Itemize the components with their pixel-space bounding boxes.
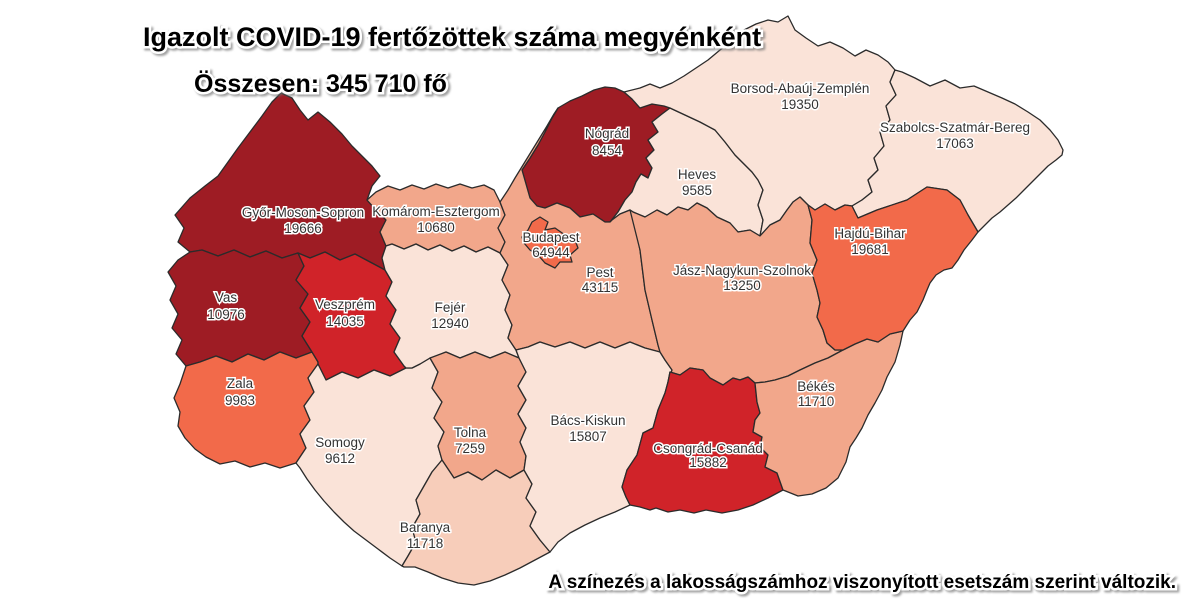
county-name: Zala [227,376,254,391]
county-name: Csongrád-Csanád [653,441,763,456]
county-value: 14035 [326,314,364,329]
county-name: Baranya [400,520,451,535]
county-name: Heves [678,167,717,182]
county-value: 17063 [936,136,974,151]
county-label-baranya: Baranya 11718 [398,519,452,553]
county-value: 10680 [417,220,455,235]
county-value: 15882 [689,455,727,470]
county-label-budapest: Budapest 64944 [521,229,581,262]
county-value: 19350 [781,97,819,112]
county-shape-csongrad-csanad [621,367,784,514]
county-value: 9983 [225,393,255,408]
county-value: 11718 [407,536,444,551]
county-value: 7259 [455,441,485,456]
county-label-gyor-moson-sopron: Győr-Moson-Sopron 19666 [240,204,365,238]
county-label-pest: Pest 43115 [580,264,620,297]
county-value: 13250 [723,278,761,293]
county-shape-szabolcs-szatmar-bereg [851,69,1064,233]
county-label-bekes: Békés 11710 [796,378,837,411]
county-shape-budapest [521,216,579,269]
county-value: 8454 [592,143,623,158]
county-name: Hajdú-Bihar [834,226,906,241]
county-shape-hajdu-bihar [807,186,979,351]
county-name: Fejér [435,300,466,315]
map-footnote: A színezés a lakosságszámhoz viszonyítot… [548,572,1176,593]
county-label-borsod-abauj-zemplen: Borsod-Abaúj-Zemplén 19350 [729,80,871,114]
county-shape-baranya [401,459,551,586]
county-name: Veszprém [315,297,375,312]
county-label-heves: Heves 9585 [676,166,718,200]
county-label-nograd: Nógrád 8454 [583,125,630,160]
county-name: Somogy [315,435,365,450]
county-name: Nógrád [585,126,629,141]
county-label-bacs-kiskun: Bács-Kiskun 15807 [549,412,627,446]
county-value: 64944 [532,245,570,260]
county-shape-tolna [429,351,527,481]
county-shape-gyor-moson-sopron [174,92,387,271]
county-label-komarom-esztergom: Komárom-Esztergom 10680 [371,203,502,237]
county-value: 9612 [325,451,355,466]
county-value: 11710 [798,394,835,409]
county-value: 12940 [431,316,469,331]
county-name: Győr-Moson-Sopron [242,205,364,220]
county-label-fejer: Fejér 12940 [430,299,471,333]
county-name: Jász-Nagykun-Szolnok [673,263,811,278]
county-value: 19666 [284,221,322,236]
county-label-hajdu-bihar: Hajdú-Bihar 19681 [833,225,908,259]
county-name: Bács-Kiskun [550,413,625,428]
county-name: Szabolcs-Szatmár-Bereg [880,120,1030,135]
county-name: Pest [586,265,613,280]
county-label-szabolcs-szatmar-bereg: Szabolcs-Szatmár-Bereg 17063 [878,119,1031,153]
county-name: Borsod-Abaúj-Zemplén [731,81,870,96]
county-label-tolna: Tolna 7259 [452,424,488,458]
county-value: 9585 [682,183,712,198]
county-label-jasz-nagykun-szolnok: Jász-Nagykun-Szolnok 13250 [671,262,812,295]
county-value: 43115 [582,280,619,295]
county-value: 15807 [569,429,607,444]
county-value: 19681 [851,242,889,257]
county-label-zala: Zala 9983 [223,375,256,410]
county-label-veszprem: Veszprém 14035 [313,296,376,331]
county-label-csongrad-csanad: Csongrád-Csanád 15882 [652,440,765,472]
county-name: Budapest [522,230,579,245]
county-name: Vas [215,290,238,305]
county-shape-bekes [752,330,904,497]
map-title: Igazolt COVID-19 fertőzöttek száma megyé… [143,22,761,52]
county-name: Tolna [454,425,487,440]
county-name: Komárom-Esztergom [372,204,500,219]
county-label-somogy: Somogy 9612 [314,434,367,468]
county-shape-zala [173,351,319,469]
map-subtitle: Összesen: 345 710 fő [194,69,447,98]
county-name: Békés [797,379,835,394]
county-label-vas: Vas 10976 [206,289,247,324]
county-value: 10976 [207,307,245,322]
